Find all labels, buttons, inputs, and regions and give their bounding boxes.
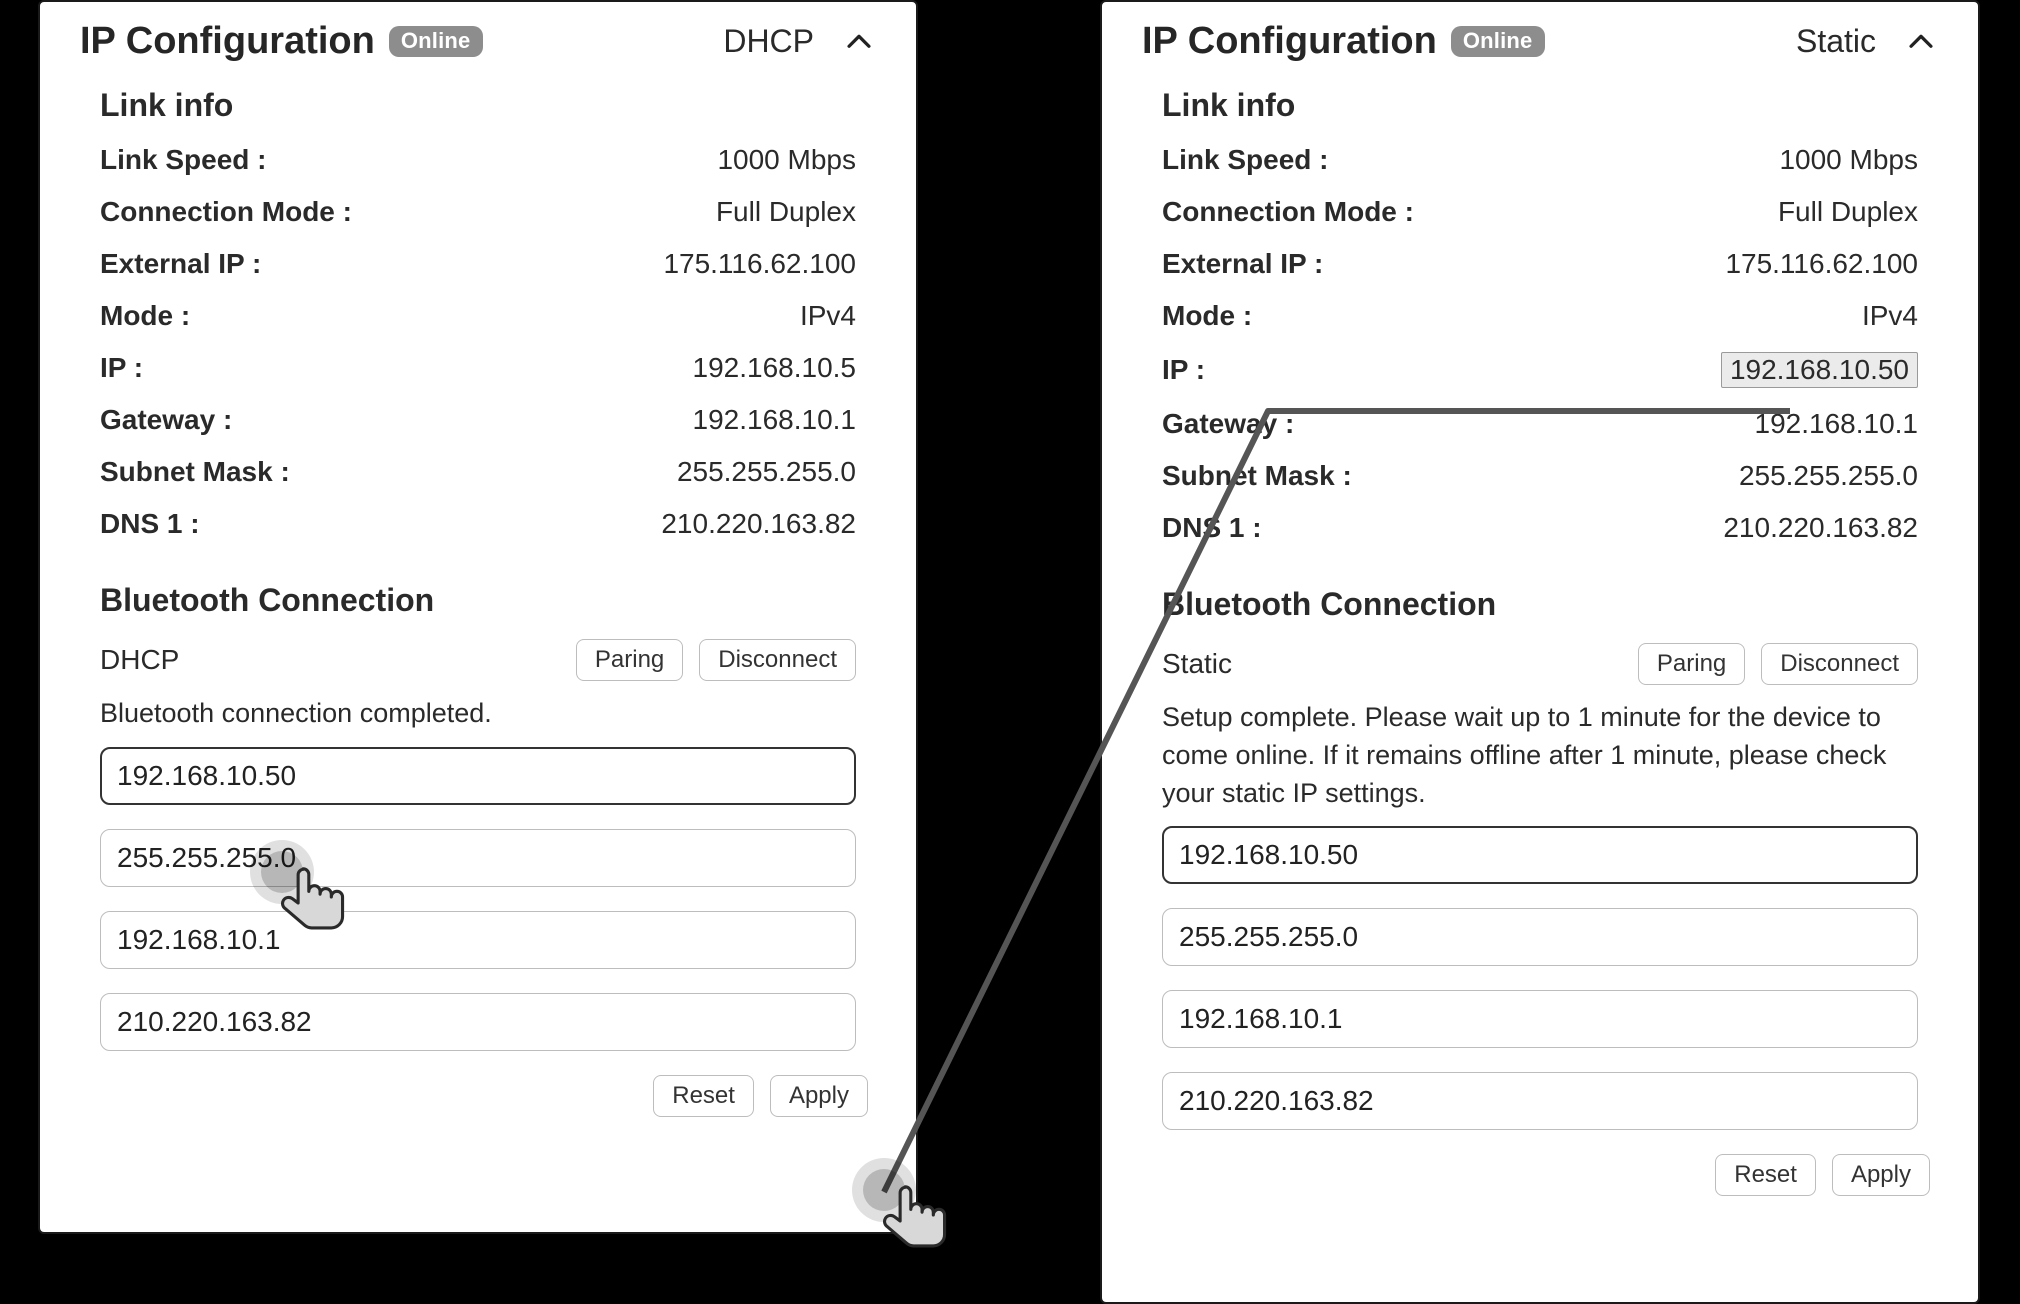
kv-connection-mode: Connection Mode : Full Duplex <box>100 186 856 238</box>
kv-ip: IP : 192.168.10.5 <box>100 342 856 394</box>
kv-key: Gateway : <box>1162 408 1294 440</box>
kv-key: Connection Mode : <box>1162 196 1414 228</box>
panel-static: IP Configuration Online Static Link info… <box>1100 0 1980 1304</box>
kv-key: Subnet Mask : <box>100 456 290 488</box>
gateway-input[interactable] <box>100 911 856 969</box>
ip-input[interactable] <box>1162 826 1918 884</box>
kv-value: 192.168.10.1 <box>693 404 857 436</box>
dns-input[interactable] <box>1162 1072 1918 1130</box>
bluetooth-title: Bluetooth Connection <box>40 550 916 629</box>
kv-value: Full Duplex <box>716 196 856 228</box>
page-title: IP Configuration <box>1142 20 1437 63</box>
kv-mode: Mode : IPv4 <box>100 290 856 342</box>
kv-value: 192.168.10.1 <box>1755 408 1919 440</box>
link-info-title: Link info <box>1102 71 1978 134</box>
reset-button[interactable]: Reset <box>1715 1154 1816 1196</box>
kv-subnet: Subnet Mask : 255.255.255.0 <box>1162 450 1918 502</box>
gateway-input[interactable] <box>1162 990 1918 1048</box>
status-badge: Online <box>1451 26 1545 57</box>
kv-value: 175.116.62.100 <box>663 248 856 280</box>
kv-value: 255.255.255.0 <box>677 456 856 488</box>
bluetooth-mode-label: Static <box>1162 648 1232 680</box>
kv-key: Gateway : <box>100 404 232 436</box>
kv-value: 210.220.163.82 <box>1723 512 1918 544</box>
chevron-up-icon[interactable] <box>1904 25 1938 59</box>
kv-value: 175.116.62.100 <box>1725 248 1918 280</box>
kv-mode: Mode : IPv4 <box>1162 290 1918 342</box>
kv-key: Link Speed : <box>100 144 266 176</box>
kv-key: Mode : <box>1162 300 1252 332</box>
kv-value: 210.220.163.82 <box>661 508 856 540</box>
kv-key: IP : <box>1162 354 1205 386</box>
page-title: IP Configuration <box>80 20 375 63</box>
kv-key: Link Speed : <box>1162 144 1328 176</box>
kv-key: IP : <box>100 352 143 384</box>
panel-header: IP Configuration Online Static <box>1102 2 1978 71</box>
kv-value: Full Duplex <box>1778 196 1918 228</box>
bluetooth-status-message: Bluetooth connection completed. <box>40 681 916 739</box>
disconnect-button[interactable]: Disconnect <box>699 639 856 681</box>
chevron-up-icon[interactable] <box>842 25 876 59</box>
reset-button[interactable]: Reset <box>653 1075 754 1117</box>
stage: IP Configuration Online DHCP Link info L… <box>0 0 2020 1304</box>
kv-value-highlighted: 192.168.10.50 <box>1721 352 1918 388</box>
paring-button[interactable]: Paring <box>1638 643 1745 685</box>
kv-key: Subnet Mask : <box>1162 460 1352 492</box>
kv-external-ip: External IP : 175.116.62.100 <box>1162 238 1918 290</box>
kv-key: DNS 1 : <box>1162 512 1262 544</box>
kv-key: Connection Mode : <box>100 196 352 228</box>
status-badge: Online <box>389 26 483 57</box>
kv-value: IPv4 <box>800 300 856 332</box>
kv-key: Mode : <box>100 300 190 332</box>
kv-connection-mode: Connection Mode : Full Duplex <box>1162 186 1918 238</box>
kv-value: 255.255.255.0 <box>1739 460 1918 492</box>
subnet-input[interactable] <box>1162 908 1918 966</box>
static-ip-inputs <box>40 739 916 1075</box>
ip-input[interactable] <box>100 747 856 805</box>
subnet-input[interactable] <box>100 829 856 887</box>
panel-dhcp: IP Configuration Online DHCP Link info L… <box>38 0 918 1234</box>
kv-value: 1000 Mbps <box>1779 144 1918 176</box>
paring-button[interactable]: Paring <box>576 639 683 681</box>
bluetooth-mode-label: DHCP <box>100 644 179 676</box>
kv-gateway: Gateway : 192.168.10.1 <box>100 394 856 446</box>
kv-value: IPv4 <box>1862 300 1918 332</box>
apply-button[interactable]: Apply <box>1832 1154 1930 1196</box>
kv-key: DNS 1 : <box>100 508 200 540</box>
kv-key: External IP : <box>100 248 261 280</box>
kv-key: External IP : <box>1162 248 1323 280</box>
kv-value: 192.168.10.5 <box>693 352 857 384</box>
link-info-list: Link Speed : 1000 Mbps Connection Mode : F… <box>40 134 916 550</box>
dns-input[interactable] <box>100 993 856 1051</box>
kv-ip: IP : 192.168.10.50 <box>1162 342 1918 398</box>
link-info-title: Link info <box>40 71 916 134</box>
kv-link-speed: Link Speed : 1000 Mbps <box>1162 134 1918 186</box>
kv-value: 1000 Mbps <box>717 144 856 176</box>
bluetooth-row: Static Paring Disconnect <box>1102 633 1978 685</box>
apply-button[interactable]: Apply <box>770 1075 868 1117</box>
bluetooth-row: DHCP Paring Disconnect <box>40 629 916 681</box>
bluetooth-title: Bluetooth Connection <box>1102 554 1978 633</box>
kv-gateway: Gateway : 192.168.10.1 <box>1162 398 1918 450</box>
link-info-list: Link Speed : 1000 Mbps Connection Mode : F… <box>1102 134 1978 554</box>
bluetooth-status-message: Setup complete. Please wait up to 1 minu… <box>1102 685 1978 818</box>
panel-header: IP Configuration Online DHCP <box>40 2 916 71</box>
kv-dns: DNS 1 : 210.220.163.82 <box>100 498 856 550</box>
ip-mode-label[interactable]: DHCP <box>723 23 814 60</box>
kv-dns: DNS 1 : 210.220.163.82 <box>1162 502 1918 554</box>
action-button-row: Reset Apply <box>1102 1154 1978 1214</box>
static-ip-inputs <box>1102 818 1978 1154</box>
ip-mode-label[interactable]: Static <box>1796 23 1876 60</box>
kv-external-ip: External IP : 175.116.62.100 <box>100 238 856 290</box>
action-button-row: Reset Apply <box>40 1075 916 1135</box>
kv-link-speed: Link Speed : 1000 Mbps <box>100 134 856 186</box>
disconnect-button[interactable]: Disconnect <box>1761 643 1918 685</box>
kv-subnet: Subnet Mask : 255.255.255.0 <box>100 446 856 498</box>
